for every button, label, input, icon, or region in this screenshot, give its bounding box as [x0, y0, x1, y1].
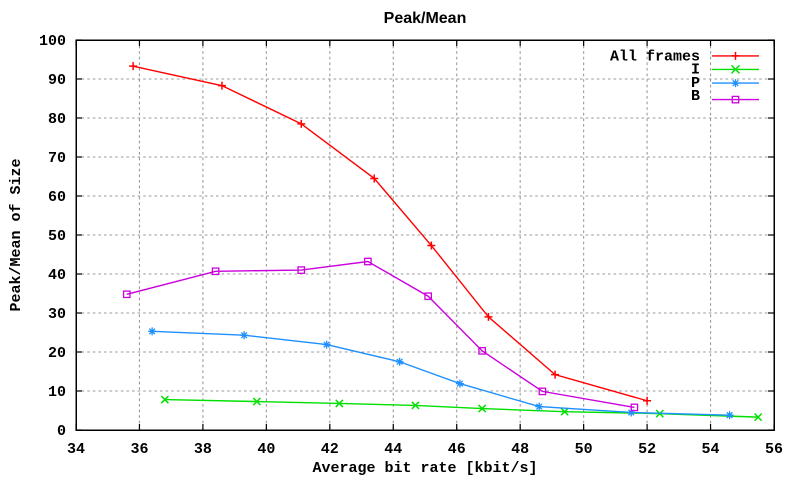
svg-text:36: 36	[130, 441, 148, 458]
svg-text:Average bit rate [kbit/s]: Average bit rate [kbit/s]	[312, 460, 537, 477]
svg-text:50: 50	[48, 228, 66, 245]
svg-text:54: 54	[702, 441, 720, 458]
svg-text:34: 34	[67, 441, 85, 458]
svg-text:50: 50	[575, 441, 593, 458]
svg-text:0: 0	[57, 423, 66, 440]
svg-text:56: 56	[765, 441, 783, 458]
svg-text:70: 70	[48, 150, 66, 167]
svg-text:52: 52	[638, 441, 656, 458]
svg-text:38: 38	[194, 441, 212, 458]
svg-text:10: 10	[48, 384, 66, 401]
svg-text:90: 90	[48, 72, 66, 89]
svg-text:20: 20	[48, 345, 66, 362]
svg-text:All frames: All frames	[610, 49, 700, 66]
svg-text:48: 48	[511, 441, 529, 458]
svg-text:40: 40	[257, 441, 275, 458]
svg-text:Peak/Mean of Size: Peak/Mean of Size	[8, 158, 25, 311]
svg-text:100: 100	[39, 33, 66, 50]
svg-text:44: 44	[384, 441, 402, 458]
svg-text:60: 60	[48, 189, 66, 206]
svg-text:30: 30	[48, 306, 66, 323]
svg-text:Peak/Mean: Peak/Mean	[384, 10, 467, 27]
svg-text:40: 40	[48, 267, 66, 284]
svg-text:B: B	[691, 88, 700, 105]
svg-text:80: 80	[48, 111, 66, 128]
svg-text:42: 42	[321, 441, 339, 458]
svg-text:46: 46	[448, 441, 466, 458]
